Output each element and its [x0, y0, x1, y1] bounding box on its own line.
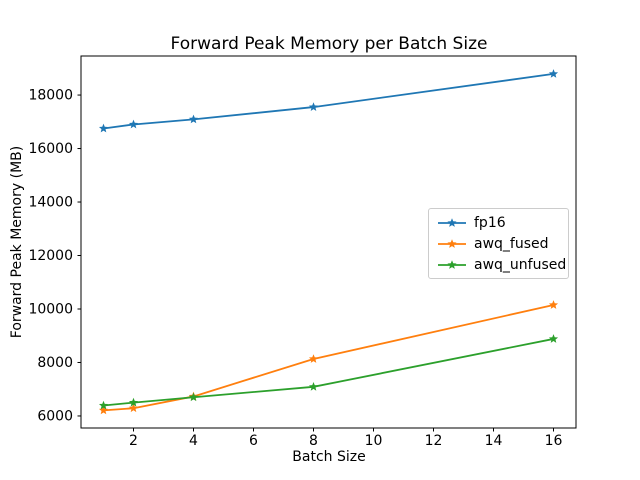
series-line-fp16: [102, 73, 555, 130]
data-point-awq_fused: [308, 354, 319, 363]
series-fp16: [98, 69, 559, 133]
data-point-awq_unfused: [188, 392, 199, 402]
x-tick-label: 6: [249, 433, 258, 449]
x-tick-label: 2: [129, 433, 138, 449]
legend-entry-awq_unfused: awq_unfused: [437, 254, 566, 275]
legend-entry-awq_fused: awq_fused: [437, 233, 560, 254]
data-point-awq_unfused: [308, 382, 319, 391]
legend: fp16 awq_fused awq_unfused: [428, 208, 569, 279]
x-axis: 2 4 6 8 10 12 14 16: [129, 428, 562, 449]
data-point-fp16: [128, 119, 139, 129]
series-line-awq_unfused: [102, 338, 555, 407]
chart-title: Forward Peak Memory per Batch Size: [170, 34, 488, 54]
data-point-awq_unfused: [548, 334, 559, 343]
axes-spines: [80, 55, 577, 429]
y-tick-label: 12000: [28, 248, 73, 264]
series-awq_fused: [98, 300, 559, 415]
series-awq_unfused: [98, 334, 559, 410]
y-tick-label: 6000: [37, 408, 73, 424]
x-tick-label: 14: [485, 433, 503, 449]
y-axis-label: Forward Peak Memory (MB): [9, 145, 25, 339]
data-point-fp16: [188, 114, 199, 124]
y-tick-label: 10000: [28, 301, 73, 317]
legend-marker-awq_unfused: [438, 259, 466, 269]
legend-label-awq_fused: awq_fused: [474, 235, 549, 252]
x-tick-label: 10: [365, 433, 383, 449]
legend-marker-awq_fused: [438, 238, 466, 248]
data-point-fp16: [548, 69, 559, 78]
data-point-awq_unfused: [98, 400, 109, 410]
legend-label-awq_unfused: awq_unfused: [474, 256, 567, 273]
y-tick-label: 8000: [37, 355, 73, 371]
x-axis-label: Batch Size: [292, 449, 366, 465]
legend-label-fp16: fp16: [474, 214, 506, 231]
data-point-awq_fused: [98, 405, 109, 415]
x-tick-label: 8: [309, 433, 318, 449]
x-tick-label: 12: [425, 433, 443, 449]
x-tick-label: 16: [545, 433, 563, 449]
data-point-awq_fused: [128, 403, 139, 413]
y-tick-label: 14000: [28, 195, 73, 211]
data-point-awq_fused: [548, 300, 559, 309]
legend-entry-fp16: fp16: [437, 212, 560, 233]
y-tick-label: 16000: [28, 141, 73, 157]
data-point-awq_unfused: [128, 397, 139, 407]
data-point-fp16: [98, 123, 109, 133]
y-axis: 6000 8000 10000 12000 14000 16000 18000: [28, 88, 81, 424]
series-line-awq_fused: [102, 304, 555, 412]
y-tick-label: 18000: [28, 88, 73, 104]
legend-marker-fp16: [438, 217, 466, 227]
data-point-fp16: [308, 102, 319, 111]
x-tick-label: 4: [189, 433, 198, 449]
